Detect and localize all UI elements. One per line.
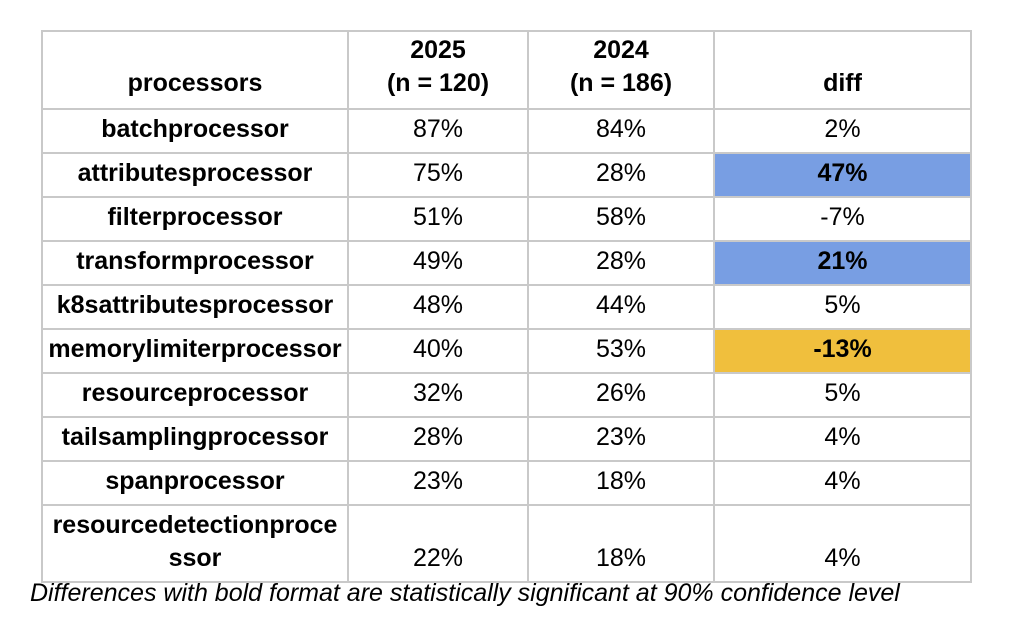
value-2025: 40% (347, 328, 529, 374)
value-2024: 18% (527, 504, 715, 583)
year-2025-label: 2025 (410, 36, 466, 64)
value-2025: 51% (347, 196, 529, 242)
value-2024: 44% (527, 284, 715, 330)
diff-value: 4% (713, 460, 972, 506)
year-2024-label: 2024 (593, 36, 649, 64)
value-2025: 87% (347, 108, 529, 154)
processor-name: k8sattributesprocessor (41, 284, 349, 330)
value-2025: 48% (347, 284, 529, 330)
processor-name: batchprocessor (41, 108, 349, 154)
column-header-processors: processors (41, 30, 349, 110)
table-row: attributesprocessor 75% 28% 47% (41, 152, 972, 198)
processor-name: memorylimiterprocessor (41, 328, 349, 374)
value-2024: 23% (527, 416, 715, 462)
diff-value: 5% (713, 372, 972, 418)
table-row: k8sattributesprocessor 48% 44% 5% (41, 284, 972, 330)
table-row: memorylimiterprocessor 40% 53% -13% (41, 328, 972, 374)
value-2024: 58% (527, 196, 715, 242)
value-2025: 28% (347, 416, 529, 462)
diff-value: 4% (713, 416, 972, 462)
table-row: resourceprocessor 32% 26% 5% (41, 372, 972, 418)
diff-value: -13% (713, 328, 972, 374)
value-2025: 23% (347, 460, 529, 506)
value-2024: 53% (527, 328, 715, 374)
processor-name: attributesprocessor (41, 152, 349, 198)
processor-name: spanprocessor (41, 460, 349, 506)
value-2024: 28% (527, 152, 715, 198)
value-2024: 84% (527, 108, 715, 154)
processor-name: resourceprocessor (41, 372, 349, 418)
sample-size-2024-label: (n = 186) (569, 69, 673, 97)
table-row: transformprocessor 49% 28% 21% (41, 240, 972, 286)
column-header-2024: 2024 (n = 186) (527, 30, 715, 110)
value-2025: 22% (347, 504, 529, 583)
diff-value: 21% (713, 240, 972, 286)
diff-value: 47% (713, 152, 972, 198)
processor-name: tailsamplingprocessor (41, 416, 349, 462)
header-row: processors 2025 (n = 120) 2024 (n = 186) d… (41, 30, 972, 110)
diff-value: 5% (713, 284, 972, 330)
table-row: tailsamplingprocessor 28% 23% 4% (41, 416, 972, 462)
table-row: resourcedetectionprocessor 22% 18% 4% (41, 504, 972, 583)
value-2024: 28% (527, 240, 715, 286)
processor-name: transformprocessor (41, 240, 349, 286)
processor-name: resourcedetectionprocessor (41, 504, 349, 583)
value-2024: 26% (527, 372, 715, 418)
value-2025: 32% (347, 372, 529, 418)
value-2025: 49% (347, 240, 529, 286)
diff-value: 4% (713, 504, 972, 583)
diff-value: 2% (713, 108, 972, 154)
value-2024: 18% (527, 460, 715, 506)
table-row: filterprocessor 51% 58% -7% (41, 196, 972, 242)
table-row: batchprocessor 87% 84% 2% (41, 108, 972, 154)
diff-value: -7% (713, 196, 972, 242)
sample-size-2025-label: (n = 120) (386, 69, 490, 97)
table-row: spanprocessor 23% 18% 4% (41, 460, 972, 506)
processor-usage-table: processors 2025 (n = 120) 2024 (n = 186) d… (41, 30, 972, 583)
significance-footnote: Differences with bold format are statist… (30, 579, 900, 607)
processor-name: filterprocessor (41, 196, 349, 242)
column-header-2025: 2025 (n = 120) (347, 30, 529, 110)
column-header-diff: diff (713, 30, 972, 110)
value-2025: 75% (347, 152, 529, 198)
